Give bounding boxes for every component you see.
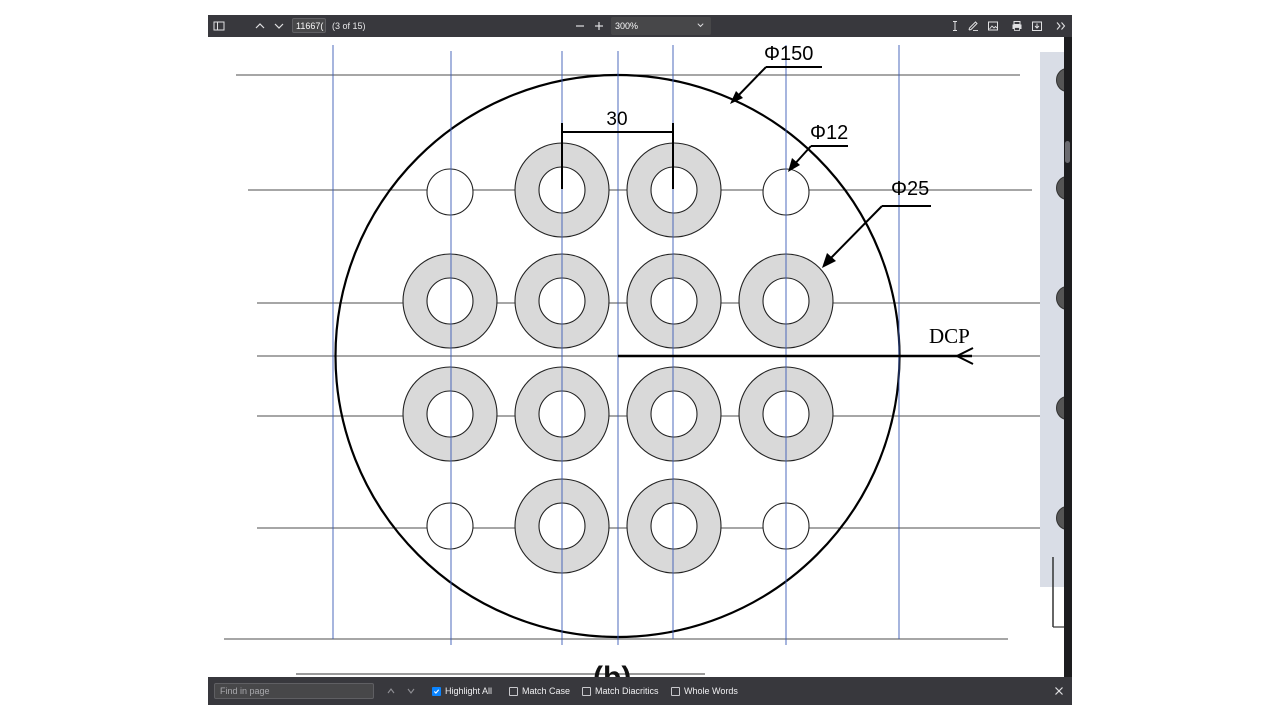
- next-page-button[interactable]: [270, 17, 288, 35]
- adjacent-figure-strip: [1040, 52, 1064, 587]
- phi12-label: Φ12: [810, 122, 848, 144]
- zoom-value: 300%: [615, 21, 639, 31]
- dcp-label: DCP: [929, 324, 970, 348]
- match-diacritics-option[interactable]: Match Diacritics: [582, 684, 659, 698]
- scrollbar-thumb[interactable]: [1065, 141, 1070, 163]
- whole-words-option[interactable]: Whole Words: [671, 684, 738, 698]
- save-download-icon[interactable]: [1028, 17, 1046, 35]
- zoom-out-button[interactable]: [571, 17, 589, 35]
- whole-words-label: Whole Words: [684, 686, 738, 696]
- match-case-option[interactable]: Match Case: [509, 684, 570, 698]
- document-page: 30 Φ150 Φ12 Φ25: [208, 37, 1064, 677]
- highlight-all-option[interactable]: Highlight All: [432, 684, 492, 698]
- match-diacritics-checkbox[interactable]: [582, 686, 591, 696]
- phi12-leader: [791, 145, 848, 168]
- dimension-30-marker: [561, 123, 674, 189]
- dcp-arrow: [618, 347, 974, 365]
- text-select-tool-icon[interactable]: [946, 17, 964, 35]
- dimension-30-label: 30: [606, 109, 627, 130]
- print-icon[interactable]: [1008, 17, 1026, 35]
- vertical-scrollbar[interactable]: [1064, 37, 1072, 677]
- find-input[interactable]: Find in page: [214, 683, 374, 699]
- previous-page-button[interactable]: [251, 17, 269, 35]
- close-icon[interactable]: [1052, 684, 1066, 698]
- add-image-icon[interactable]: [984, 17, 1002, 35]
- more-tools-icon[interactable]: [1052, 17, 1070, 35]
- adjacent-figure-marks: [1052, 68, 1064, 628]
- phi150-arrowhead: [730, 91, 743, 104]
- chevron-down-icon: [696, 17, 705, 36]
- phi25-label: Φ25: [891, 178, 929, 200]
- find-previous-button[interactable]: [384, 683, 398, 699]
- highlight-all-label: Highlight All: [445, 686, 493, 696]
- page-count-label: (3 of 15): [332, 21, 366, 31]
- match-case-label: Match Case: [522, 686, 571, 696]
- pdf-viewer: 11667( (3 of 15) 300%: [208, 15, 1072, 705]
- sidebar-toggle-icon[interactable]: [210, 17, 228, 35]
- technical-drawing: 30 Φ150 Φ12 Φ25: [224, 43, 1064, 677]
- find-bar: Find in page Highlight All Match Case Ma…: [208, 677, 1072, 705]
- phi25-leader: [827, 205, 931, 262]
- find-next-button[interactable]: [404, 683, 418, 699]
- phi12-arrowhead: [788, 158, 800, 172]
- page-number-input[interactable]: 11667(: [292, 18, 326, 33]
- match-diacritics-label: Match Diacritics: [595, 686, 659, 696]
- phi150-leader: [733, 66, 822, 101]
- whole-words-checkbox[interactable]: [671, 686, 680, 696]
- vertical-grid-lines: [332, 45, 900, 645]
- highlight-all-checkbox[interactable]: [432, 686, 441, 696]
- phi25-arrowhead: [822, 253, 836, 268]
- viewer-toolbar: 11667( (3 of 15) 300%: [208, 15, 1072, 37]
- match-case-checkbox[interactable]: [509, 686, 518, 696]
- zoom-in-button[interactable]: [590, 17, 608, 35]
- draw-pen-icon[interactable]: [964, 17, 982, 35]
- figure-caption: (b): [593, 661, 631, 677]
- phi150-label: Φ150: [764, 43, 813, 65]
- zoom-select[interactable]: 300%: [611, 17, 711, 35]
